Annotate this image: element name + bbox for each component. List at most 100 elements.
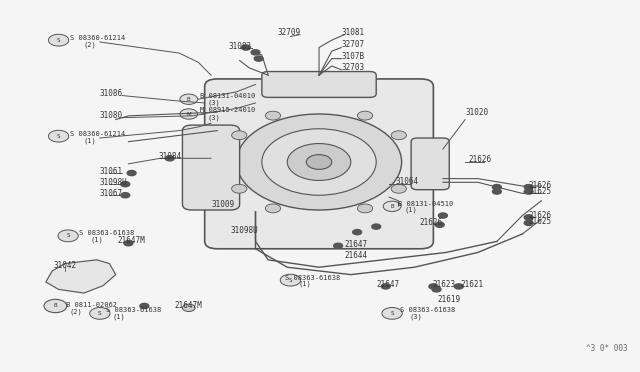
Circle shape (492, 185, 501, 190)
Text: S: S (98, 311, 102, 316)
Circle shape (358, 111, 372, 120)
Text: (2): (2) (84, 41, 97, 48)
Circle shape (382, 308, 403, 319)
Text: S 08363-61638: S 08363-61638 (79, 230, 134, 236)
Text: B: B (187, 97, 191, 102)
Circle shape (251, 50, 260, 55)
Text: 21647: 21647 (376, 280, 399, 289)
Text: 31009: 31009 (211, 200, 234, 209)
Circle shape (383, 201, 401, 211)
Text: 31098U: 31098U (230, 226, 258, 235)
Text: 31020: 31020 (465, 108, 488, 118)
Text: S: S (390, 311, 394, 316)
Text: S: S (67, 233, 70, 238)
Text: 21647M: 21647M (174, 301, 202, 311)
Text: (1): (1) (84, 137, 97, 144)
Circle shape (124, 241, 133, 246)
FancyBboxPatch shape (182, 125, 239, 210)
Text: ^3 0* 003: ^3 0* 003 (586, 344, 627, 353)
Text: 21626: 21626 (419, 218, 442, 227)
Text: 21644: 21644 (344, 251, 367, 260)
Circle shape (438, 213, 447, 218)
Text: M 08915-24010: M 08915-24010 (200, 107, 255, 113)
Text: (2): (2) (70, 308, 83, 315)
Text: (1): (1) (113, 313, 125, 320)
Circle shape (391, 131, 406, 140)
Text: B 08131-04010: B 08131-04010 (200, 93, 255, 99)
Circle shape (232, 185, 247, 193)
Circle shape (391, 185, 406, 193)
Circle shape (241, 45, 250, 50)
Circle shape (454, 284, 463, 289)
Circle shape (49, 34, 68, 46)
Circle shape (58, 230, 78, 242)
Text: S 08360-61214: S 08360-61214 (70, 35, 125, 41)
Circle shape (121, 193, 130, 198)
Circle shape (307, 155, 332, 169)
Text: 21621: 21621 (460, 280, 483, 289)
Text: 31061: 31061 (100, 167, 123, 176)
Text: B 08131-04510: B 08131-04510 (399, 201, 454, 207)
Circle shape (90, 308, 110, 319)
Circle shape (254, 56, 263, 61)
Circle shape (140, 304, 148, 309)
Text: 32703: 32703 (341, 63, 364, 72)
Circle shape (492, 189, 501, 194)
Text: (3): (3) (208, 100, 221, 106)
Circle shape (372, 224, 381, 229)
Text: 31067: 31067 (100, 189, 123, 198)
Text: M: M (186, 112, 191, 116)
Text: (1): (1) (299, 280, 312, 287)
Text: 31042: 31042 (54, 261, 77, 270)
Circle shape (524, 185, 533, 190)
Circle shape (180, 109, 198, 119)
Text: 3107B: 3107B (341, 52, 364, 61)
Text: 21623: 21623 (432, 280, 455, 289)
Circle shape (524, 215, 533, 220)
Text: S: S (57, 134, 60, 139)
Text: (1): (1) (90, 236, 103, 243)
Circle shape (236, 114, 402, 210)
Text: 21647M: 21647M (118, 236, 145, 245)
Text: (3): (3) (409, 313, 422, 320)
Text: 31086: 31086 (100, 89, 123, 98)
Circle shape (333, 243, 342, 248)
Circle shape (287, 144, 351, 180)
Text: 32707: 32707 (341, 41, 364, 49)
Text: (1): (1) (404, 207, 417, 213)
Circle shape (127, 170, 136, 176)
Text: 31064: 31064 (396, 177, 419, 186)
Text: 31084: 31084 (158, 152, 181, 161)
Circle shape (232, 131, 247, 140)
Text: 21626: 21626 (529, 181, 552, 190)
Circle shape (524, 220, 533, 225)
Circle shape (266, 204, 280, 213)
Text: S: S (57, 38, 60, 43)
Circle shape (180, 94, 198, 105)
Circle shape (353, 230, 362, 235)
Circle shape (182, 304, 195, 311)
Circle shape (381, 284, 390, 289)
Text: 21626: 21626 (529, 211, 552, 220)
Circle shape (358, 204, 372, 213)
Circle shape (49, 130, 68, 142)
Text: B: B (390, 204, 394, 209)
Circle shape (165, 156, 174, 161)
FancyBboxPatch shape (262, 71, 376, 97)
Text: 21619: 21619 (438, 295, 461, 304)
Text: 31080: 31080 (100, 111, 123, 121)
Circle shape (44, 299, 67, 312)
Text: 21625: 21625 (529, 217, 552, 226)
Text: 21647: 21647 (344, 240, 367, 249)
FancyBboxPatch shape (205, 79, 433, 249)
Polygon shape (46, 260, 116, 293)
Text: S: S (289, 278, 292, 283)
Text: B: B (54, 304, 57, 308)
Text: S 08363-61638: S 08363-61638 (401, 307, 456, 314)
Circle shape (524, 189, 533, 194)
Text: 21626: 21626 (468, 155, 492, 164)
Circle shape (280, 274, 301, 286)
Text: 21625: 21625 (529, 187, 552, 196)
Circle shape (121, 182, 130, 187)
Circle shape (435, 222, 444, 227)
